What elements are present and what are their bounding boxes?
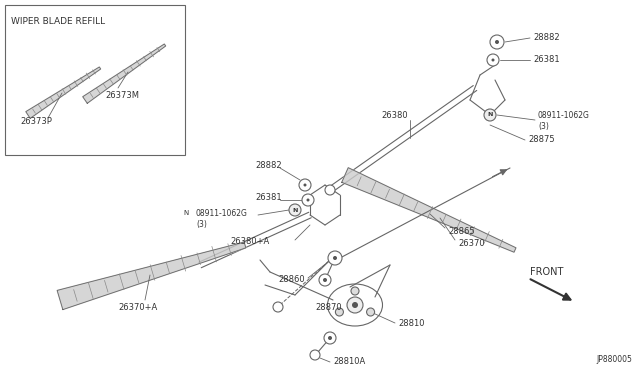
Circle shape bbox=[487, 54, 499, 66]
Circle shape bbox=[325, 185, 335, 195]
Circle shape bbox=[492, 58, 495, 61]
Circle shape bbox=[324, 332, 336, 344]
Text: 26380: 26380 bbox=[381, 112, 408, 121]
Text: 08911-1062G: 08911-1062G bbox=[196, 208, 248, 218]
Text: 26370: 26370 bbox=[458, 238, 484, 247]
Circle shape bbox=[299, 179, 311, 191]
Text: 26373P: 26373P bbox=[20, 118, 52, 126]
Text: FRONT: FRONT bbox=[530, 267, 563, 277]
Circle shape bbox=[335, 308, 344, 316]
Circle shape bbox=[351, 287, 359, 295]
Circle shape bbox=[302, 194, 314, 206]
Text: WIPER BLADE REFILL: WIPER BLADE REFILL bbox=[11, 17, 105, 26]
Text: 28870: 28870 bbox=[315, 304, 342, 312]
Text: 28810A: 28810A bbox=[333, 357, 365, 366]
Text: JP880005: JP880005 bbox=[596, 355, 632, 364]
Text: 28810: 28810 bbox=[398, 318, 424, 327]
Text: 28860: 28860 bbox=[278, 276, 305, 285]
Circle shape bbox=[319, 274, 331, 286]
Text: 26370+A: 26370+A bbox=[118, 304, 157, 312]
Text: 26381: 26381 bbox=[255, 193, 282, 202]
Circle shape bbox=[495, 40, 499, 44]
Circle shape bbox=[333, 256, 337, 260]
Text: 28882: 28882 bbox=[533, 33, 559, 42]
Polygon shape bbox=[57, 242, 246, 310]
Circle shape bbox=[484, 109, 496, 121]
Polygon shape bbox=[83, 44, 166, 103]
Text: (3): (3) bbox=[538, 122, 549, 131]
Circle shape bbox=[352, 302, 358, 308]
Text: 26381: 26381 bbox=[533, 55, 559, 64]
Text: 26380+A: 26380+A bbox=[230, 237, 269, 247]
Circle shape bbox=[310, 350, 320, 360]
Text: (3): (3) bbox=[196, 219, 207, 228]
Polygon shape bbox=[342, 168, 516, 252]
Circle shape bbox=[323, 278, 327, 282]
Text: 28875: 28875 bbox=[528, 135, 555, 144]
Polygon shape bbox=[26, 67, 100, 118]
Text: N: N bbox=[184, 210, 189, 216]
Text: 08911-1062G: 08911-1062G bbox=[538, 112, 590, 121]
Circle shape bbox=[303, 183, 307, 186]
Circle shape bbox=[307, 199, 310, 202]
Circle shape bbox=[490, 35, 504, 49]
Circle shape bbox=[347, 297, 363, 313]
Text: 28882: 28882 bbox=[255, 160, 282, 170]
Circle shape bbox=[367, 308, 374, 316]
Text: N: N bbox=[292, 208, 298, 212]
Ellipse shape bbox=[328, 284, 383, 326]
Circle shape bbox=[273, 302, 283, 312]
Circle shape bbox=[328, 251, 342, 265]
Text: N: N bbox=[487, 112, 493, 118]
Text: 28865: 28865 bbox=[448, 228, 475, 237]
Circle shape bbox=[328, 336, 332, 340]
Circle shape bbox=[289, 204, 301, 216]
Bar bbox=[5, 5, 185, 155]
Text: 26373M: 26373M bbox=[105, 90, 139, 99]
